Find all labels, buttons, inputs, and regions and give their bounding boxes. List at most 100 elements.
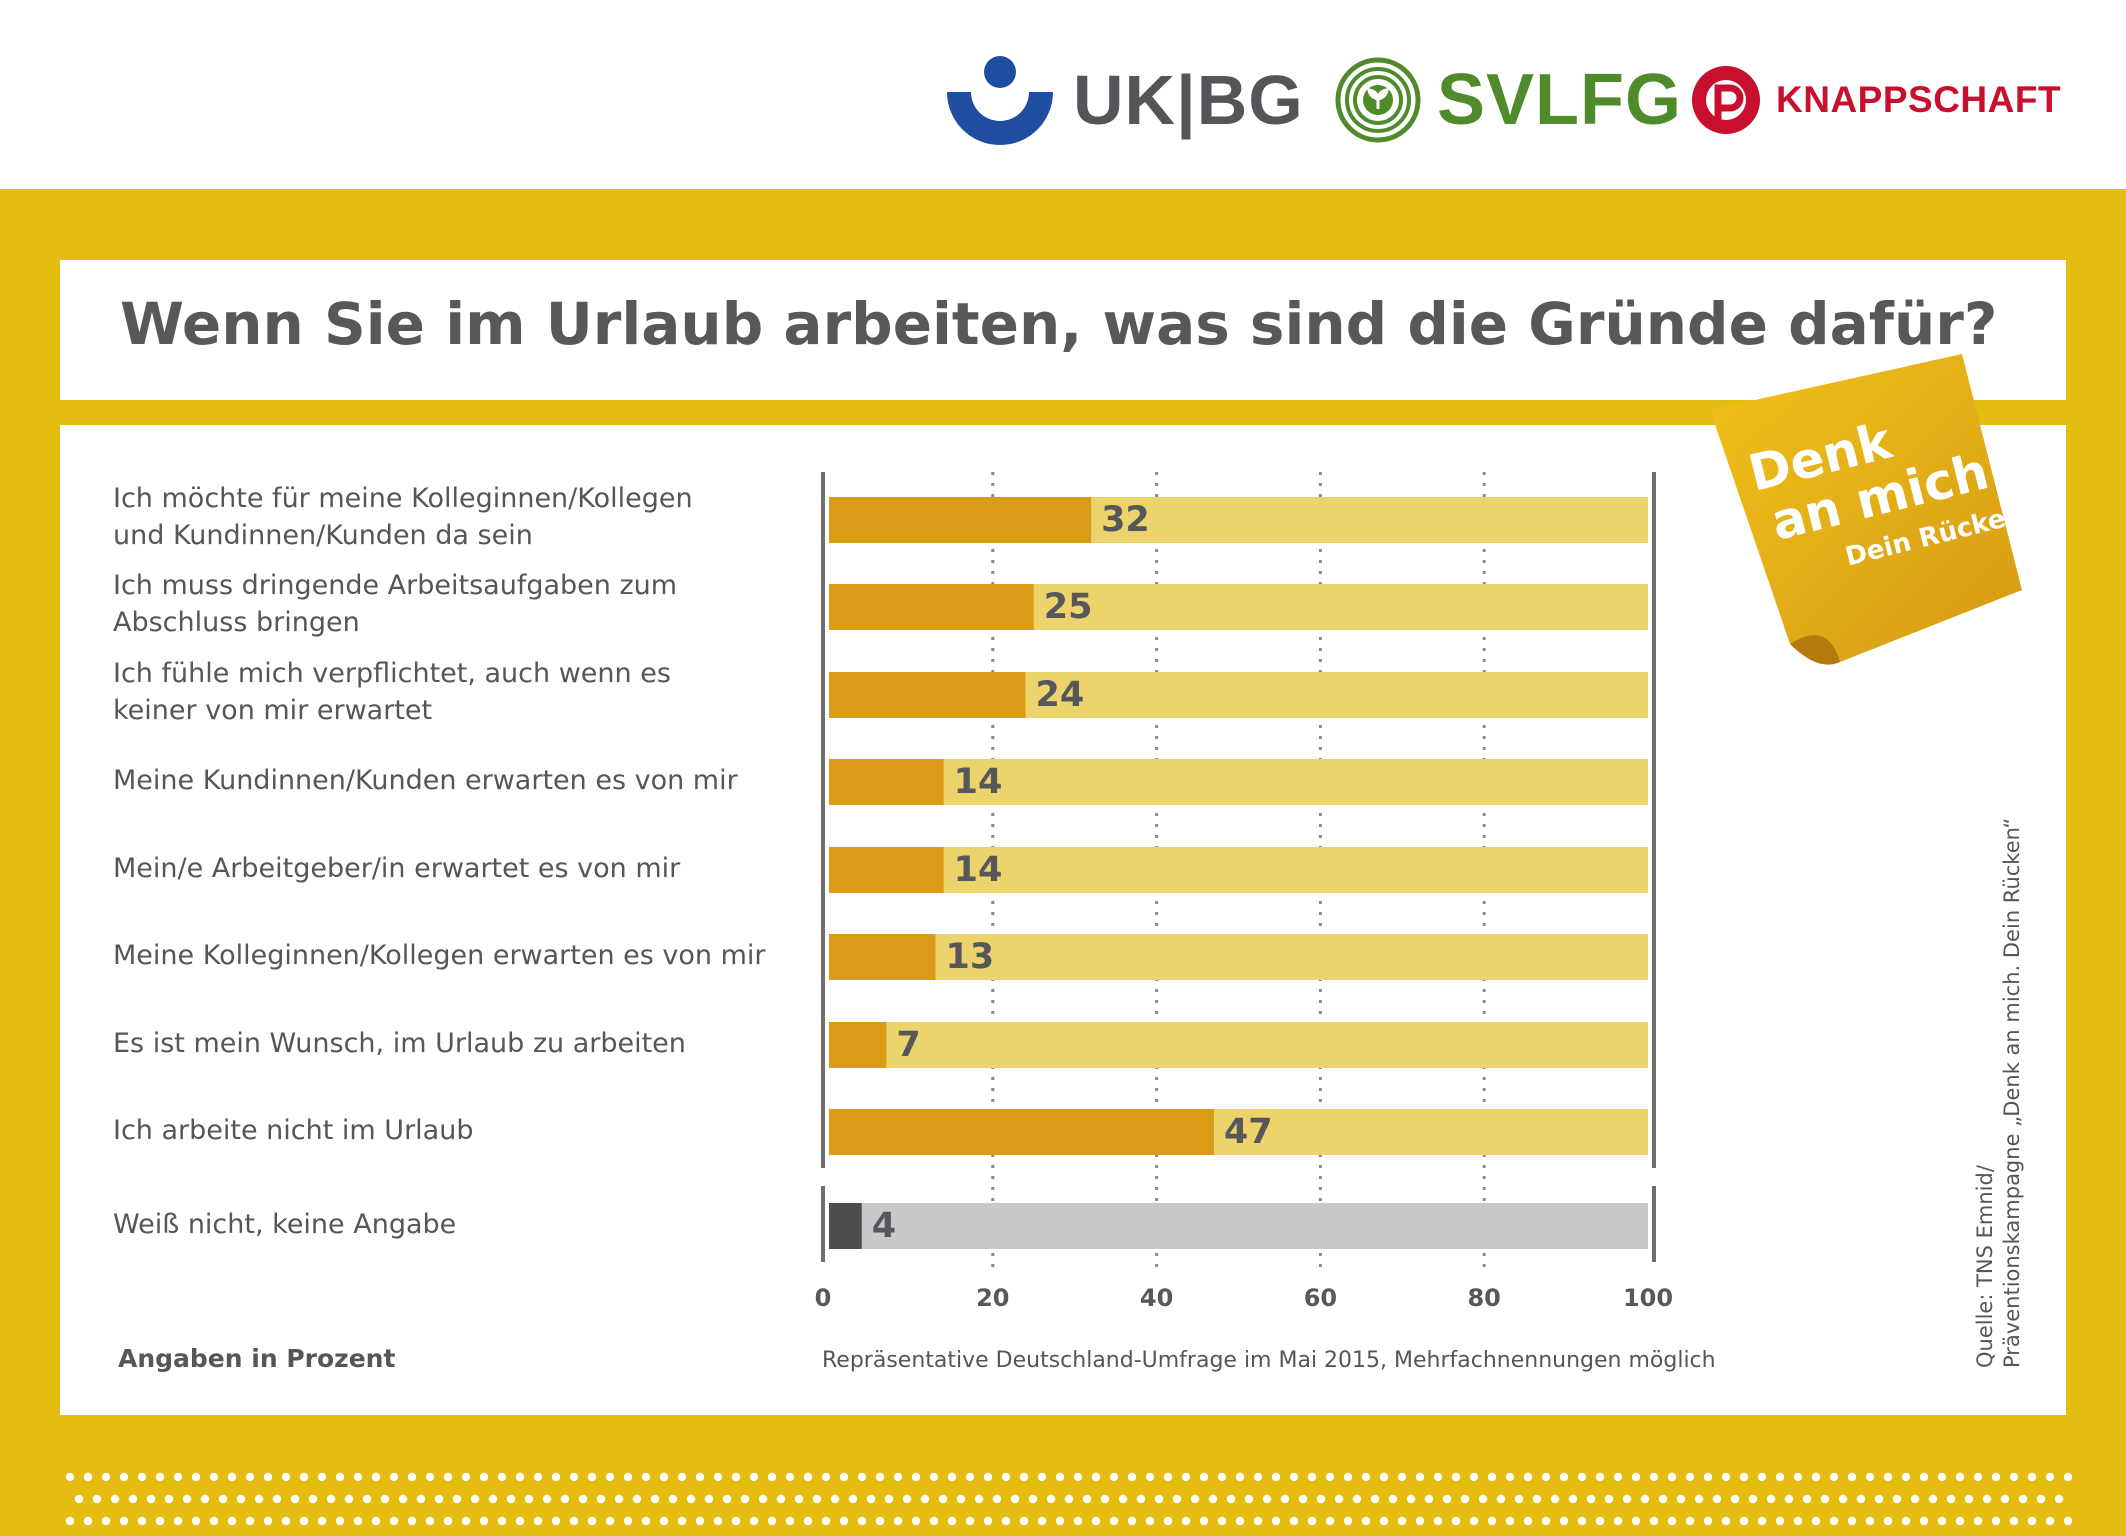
footer-dot (1055, 1472, 1065, 1482)
footer-dot (1388, 1494, 1398, 1504)
footer-dot (2027, 1472, 2037, 1482)
footer-dot (1568, 1494, 1578, 1504)
footer-dot (632, 1494, 642, 1504)
survey-note: Repräsentative Deutschland-Umfrage im Ma… (822, 1348, 1716, 1373)
footer-dot (101, 1516, 111, 1526)
footer-dot (281, 1516, 291, 1526)
footer-dot (1001, 1516, 1011, 1526)
footer-dot (1397, 1472, 1407, 1482)
footer-dot (1496, 1494, 1506, 1504)
footer-dot (1685, 1472, 1695, 1482)
footer-dot (1451, 1472, 1461, 1482)
footer-dot (1253, 1472, 1263, 1482)
footer-dot (1244, 1494, 1254, 1504)
footer-dot (650, 1494, 660, 1504)
x-tick-label: 40 (1139, 1284, 1174, 1312)
footer-dot (371, 1472, 381, 1482)
footer-dot (1226, 1494, 1236, 1504)
footer-dot (353, 1472, 363, 1482)
footer-dot (137, 1516, 147, 1526)
footer-dot (461, 1516, 471, 1526)
footer-dot (344, 1494, 354, 1504)
footer-dot (1289, 1472, 1299, 1482)
footer-dot (308, 1494, 318, 1504)
footer-dot (533, 1472, 543, 1482)
footer-dot (1505, 1516, 1515, 1526)
footer-dot (659, 1472, 669, 1482)
footer-dot (2036, 1494, 2046, 1504)
footer-dot (794, 1494, 804, 1504)
footer-dot (1721, 1516, 1731, 1526)
footer-dot (407, 1516, 417, 1526)
bar (829, 847, 944, 893)
footer-dot (245, 1516, 255, 1526)
footer-dot (587, 1472, 597, 1482)
footer-dot (1775, 1472, 1785, 1482)
value-label: 14 (953, 850, 1003, 890)
footer-dot (1433, 1472, 1443, 1482)
footer-dot (281, 1472, 291, 1482)
footer-dot (236, 1494, 246, 1504)
footer-dot (155, 1472, 165, 1482)
footer-dot (1883, 1472, 1893, 1482)
footer-dot (182, 1494, 192, 1504)
footer-dot (1307, 1516, 1317, 1526)
footer-dot (65, 1472, 75, 1482)
bar-track (829, 847, 1648, 893)
footer-dot (785, 1472, 795, 1482)
footer-dot (1154, 1494, 1164, 1504)
footer-dot (173, 1516, 183, 1526)
footer-dot (1658, 1494, 1668, 1504)
footer-dot (1820, 1494, 1830, 1504)
bar-track (829, 1203, 1648, 1249)
footer-dot (506, 1494, 516, 1504)
footer-dot (398, 1494, 408, 1504)
footer-dot (335, 1472, 345, 1482)
footer-dot (83, 1516, 93, 1526)
footer-dot (119, 1516, 129, 1526)
bar (829, 1109, 1214, 1155)
footer-dot (668, 1494, 678, 1504)
footer-dot (1280, 1494, 1290, 1504)
footer-dot (1307, 1472, 1317, 1482)
category-label: Weiß nicht, keine Angabe (113, 1209, 457, 1240)
footer-dot (1892, 1494, 1902, 1504)
footer-dot (1757, 1516, 1767, 1526)
footer-dot (623, 1472, 633, 1482)
footer-dot (461, 1472, 471, 1482)
footer-dot (1073, 1516, 1083, 1526)
bar (829, 672, 1026, 718)
footer-dot (2063, 1472, 2073, 1482)
footer-dot (1667, 1472, 1677, 1482)
footer-dot (1163, 1472, 1173, 1482)
footer-dot (1577, 1472, 1587, 1482)
footer-dot (659, 1516, 669, 1526)
footer-dot (1649, 1516, 1659, 1526)
footer-dot (884, 1494, 894, 1504)
footer-dot (1235, 1472, 1245, 1482)
x-tick-label: 80 (1467, 1284, 1501, 1312)
footer-dot (1190, 1494, 1200, 1504)
footer-dot (2045, 1472, 2055, 1482)
footer-dot (1118, 1494, 1128, 1504)
footer-dot (704, 1494, 714, 1504)
footer-dot (173, 1472, 183, 1482)
footer-dot (1379, 1516, 1389, 1526)
footer-dot (515, 1516, 525, 1526)
footer-dot (1379, 1472, 1389, 1482)
footer-dot (875, 1516, 885, 1526)
footer-dot (749, 1516, 759, 1526)
footer-dot (677, 1516, 687, 1526)
footer-dot (1649, 1472, 1659, 1482)
footer-dot (1298, 1494, 1308, 1504)
knappschaft-emblem-icon (1692, 66, 1760, 134)
footer-dot (965, 1472, 975, 1482)
footer-dot (1766, 1494, 1776, 1504)
footer-dot (1541, 1516, 1551, 1526)
footer-dot (1901, 1516, 1911, 1526)
bar (829, 1022, 887, 1068)
footer-dot (1271, 1516, 1281, 1526)
footer-dot (2009, 1472, 2019, 1482)
footer-dot (1793, 1516, 1803, 1526)
footer-dot (839, 1516, 849, 1526)
